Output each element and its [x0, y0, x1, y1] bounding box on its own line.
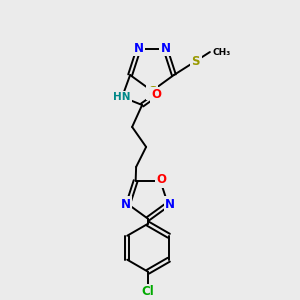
Text: N: N — [121, 198, 131, 211]
Text: S: S — [148, 85, 156, 98]
Text: CH₃: CH₃ — [213, 47, 231, 56]
Text: O: O — [156, 173, 166, 186]
Text: N: N — [165, 198, 175, 211]
Text: HN: HN — [113, 92, 131, 102]
Text: S: S — [192, 55, 200, 68]
Text: Cl: Cl — [142, 285, 154, 298]
Text: O: O — [151, 88, 161, 101]
Text: N: N — [160, 42, 170, 55]
Text: N: N — [134, 42, 143, 55]
